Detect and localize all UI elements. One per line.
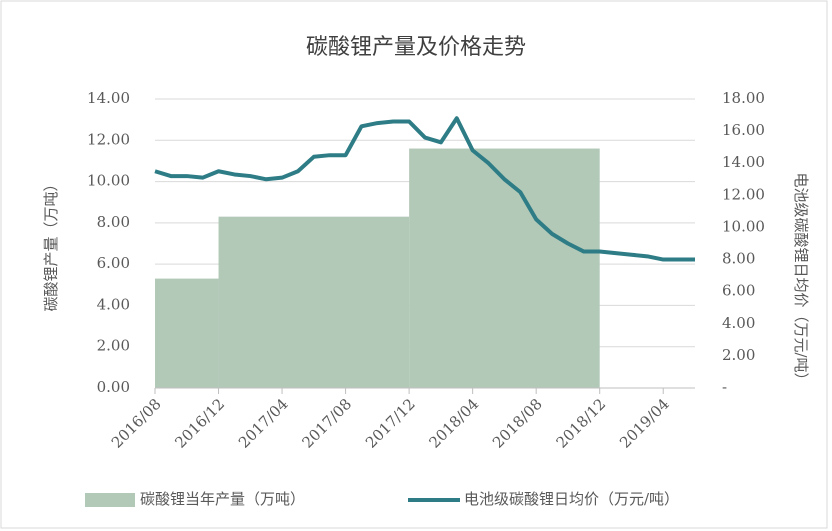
y2-tick-label: 14.00 — [722, 153, 765, 171]
area-step — [218, 216, 410, 388]
y-tick-label: 14.00 — [87, 89, 130, 107]
y-tick-label: 10.00 — [87, 172, 130, 190]
y-tick-label: 12.00 — [87, 130, 130, 148]
y2-tick-label: 12.00 — [722, 185, 765, 203]
y2-tick-label: - — [722, 378, 727, 396]
y-tick-label: 0.00 — [97, 378, 130, 396]
area-step — [409, 148, 600, 388]
y2-tick-label: 16.00 — [722, 121, 765, 139]
y-tick-label: 6.00 — [97, 254, 130, 272]
y2-tick-label: 2.00 — [722, 346, 755, 364]
y2-tick-label: 10.00 — [722, 217, 765, 235]
area-step — [155, 278, 219, 388]
legend-label: 电池级碳酸锂日均价（万元/吨） — [464, 490, 679, 508]
legend-label: 碳酸锂当年产量（万吨） — [140, 490, 305, 508]
y-tick-label: 4.00 — [97, 295, 130, 313]
y2-axis-label: 电池级碳酸锂日均价（万元/吨） — [792, 172, 810, 387]
y-tick-label: 8.00 — [97, 213, 130, 231]
y2-tick-label: 18.00 — [722, 89, 765, 107]
y-axis-label: 碳酸锂产量（万吨） — [42, 176, 60, 311]
price-line — [154, 116, 695, 262]
y2-tick-label: 6.00 — [722, 282, 755, 300]
y-tick-label: 2.00 — [97, 337, 130, 355]
y2-tick-label: 8.00 — [722, 250, 755, 268]
legend-swatch — [85, 493, 135, 507]
chart-title: 碳酸锂产量及价格走势 — [306, 35, 526, 60]
y2-tick-label: 4.00 — [722, 314, 755, 332]
